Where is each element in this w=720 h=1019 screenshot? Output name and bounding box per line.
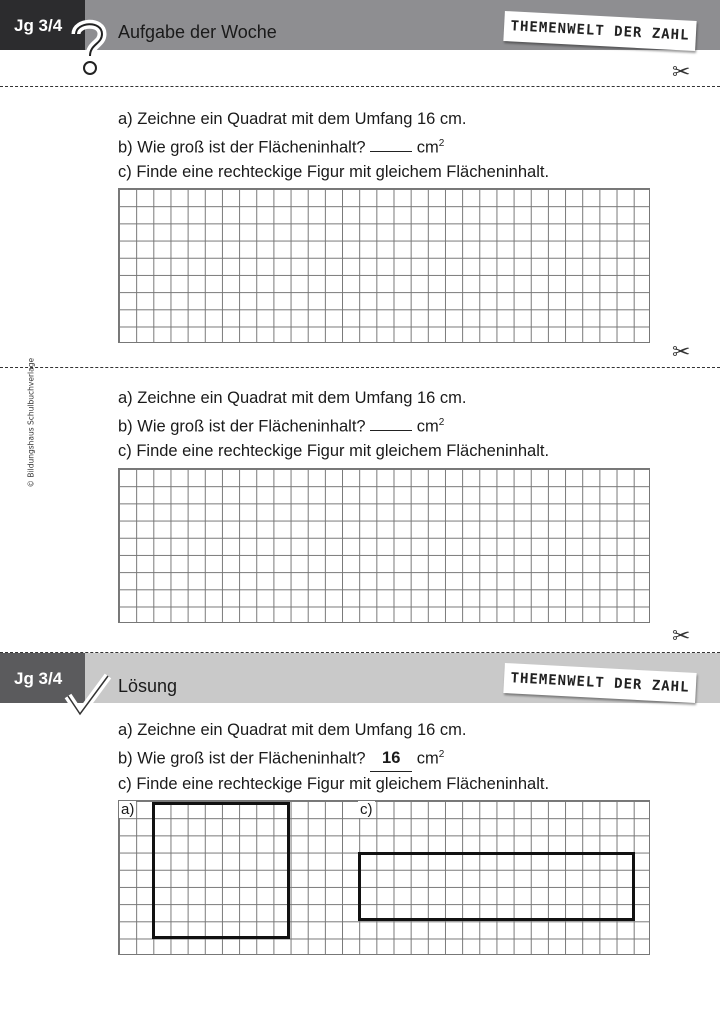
task-b: b) Wie groß ist der Flächeninhalt? 16 cm… <box>118 743 549 772</box>
task-c: c) Finde eine rechteckige Figur mit glei… <box>118 774 550 793</box>
drawing-grid[interactable] <box>118 188 650 343</box>
cut-line <box>0 367 720 368</box>
task-c: c) Finde eine rechteckige Figur mit glei… <box>118 162 550 181</box>
question-mark-icon <box>71 19 107 75</box>
scissors-icon: ✂ <box>672 624 691 649</box>
copyright: © Bildungshaus Schulbuchverlage <box>26 357 36 488</box>
answer-blank[interactable] <box>370 430 413 431</box>
task-block-2: a) Zeichne ein Quadrat mit dem Umfang 16… <box>118 386 549 463</box>
drawing-grid[interactable] <box>118 468 650 623</box>
label-a: a) <box>119 801 137 818</box>
task-b: b) Wie groß ist der Flächeninhalt? cm2 <box>118 416 445 436</box>
checkmark-icon <box>64 673 112 720</box>
task-block-1: a) Zeichne ein Quadrat mit dem Umfang 16… <box>118 107 549 184</box>
task-a: a) Zeichne ein Quadrat mit dem Umfang 16… <box>118 721 467 739</box>
label-c: c) <box>358 801 375 818</box>
cut-line <box>0 652 720 653</box>
solution-title: Lösung <box>118 676 178 696</box>
task-a: a) Zeichne ein Quadrat mit dem Umfang 16… <box>118 389 467 407</box>
cut-line <box>0 86 720 87</box>
scissors-icon: ✂ <box>672 340 691 365</box>
rectangle-solution <box>358 852 635 921</box>
scissors-icon: ✂ <box>672 60 691 85</box>
answer-value: 16 <box>370 746 413 772</box>
task-a: a) Zeichne ein Quadrat mit dem Umfang 16… <box>118 110 467 128</box>
task-b: b) Wie groß ist der Flächeninhalt? cm2 <box>118 137 445 157</box>
grade-badge: Jg 3/4 <box>0 0 85 50</box>
solution-task-block: a) Zeichne ein Quadrat mit dem Umfang 16… <box>118 718 549 796</box>
square-solution <box>152 802 290 939</box>
page-title: Aufgabe der Woche <box>118 22 277 42</box>
solution-grid: a) c) <box>118 800 650 955</box>
task-c: c) Finde eine rechteckige Figur mit glei… <box>118 441 550 460</box>
answer-blank[interactable] <box>370 151 413 152</box>
